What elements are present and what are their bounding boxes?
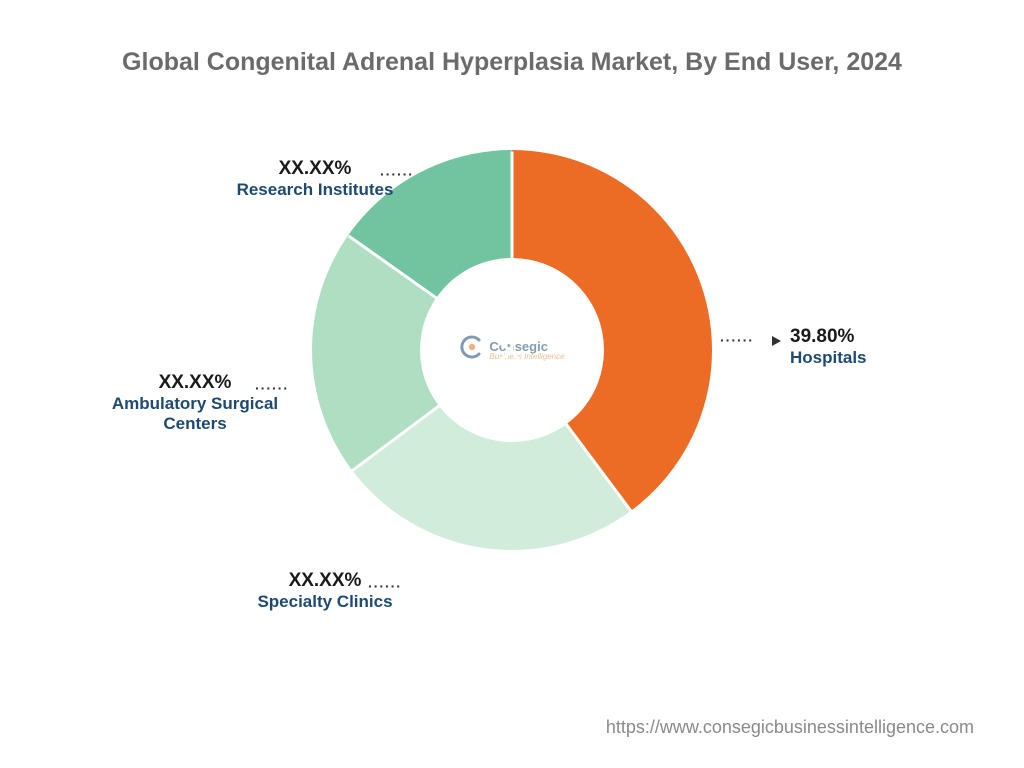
name-specialty: Specialty Clinics <box>240 592 410 612</box>
name-hospitals: Hospitals <box>790 348 867 368</box>
slice-divider <box>511 152 514 352</box>
chart-title: Global Congenital Adrenal Hyperplasia Ma… <box>0 48 1024 77</box>
name-ambulatory: Ambulatory Surgical Centers <box>95 394 295 434</box>
donut-chart: Consegic Business Intelligence <box>312 150 712 550</box>
arrow-hospitals-icon <box>772 336 781 346</box>
label-hospitals: 39.80% Hospitals <box>790 326 867 368</box>
logo-mark-icon <box>459 334 485 367</box>
leader-research: ······ <box>380 166 414 182</box>
leader-specialty: ······ <box>368 578 402 594</box>
leader-ambulatory: ······ <box>255 380 289 396</box>
name-research: Research Institutes <box>215 180 415 200</box>
pct-hospitals: 39.80% <box>790 326 867 348</box>
footer-url: https://www.consegicbusinessintelligence… <box>606 717 974 738</box>
leader-hospitals: ······ <box>720 332 754 348</box>
